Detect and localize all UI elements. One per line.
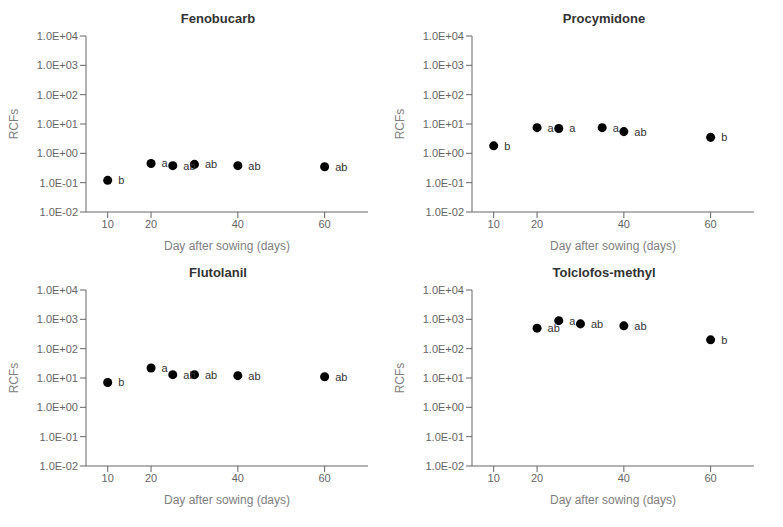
html-text:Fenobucarb: Fenobucarb [180, 11, 256, 26]
svg-text:b: b [118, 376, 124, 388]
svg-text:b: b [504, 140, 510, 152]
svg-text:RCFs: RCFs [394, 363, 407, 394]
svg-text:20: 20 [531, 472, 543, 484]
svg-text:1.0E+00: 1.0E+00 [37, 147, 78, 159]
svg-text:1.0E-02: 1.0E-02 [39, 206, 78, 218]
svg-text:60: 60 [318, 472, 330, 484]
svg-text:b: b [118, 174, 124, 186]
svg-text:20: 20 [531, 218, 543, 230]
svg-text:40: 40 [232, 218, 244, 230]
svg-text:1.0E+02: 1.0E+02 [37, 343, 78, 355]
svg-text:40: 40 [618, 472, 630, 484]
svg-text:a: a [569, 315, 576, 327]
svg-text:a: a [613, 122, 620, 134]
svg-text:10: 10 [488, 218, 500, 230]
svg-text:10: 10 [102, 472, 114, 484]
svg-text:60: 60 [318, 218, 330, 230]
svg-text:1.0E-01: 1.0E-01 [425, 177, 464, 189]
svg-text:a: a [162, 362, 169, 374]
svg-text:1.0E-02: 1.0E-02 [39, 460, 78, 472]
html-text:Flutolanil: Flutolanil [189, 265, 247, 280]
svg-text:a: a [569, 122, 576, 134]
svg-text:ab: ab [548, 322, 560, 334]
svg-text:RCFs: RCFs [394, 109, 407, 140]
svg-text:Day after sowing (days): Day after sowing (days) [164, 493, 290, 507]
svg-text:ab: ab [634, 320, 646, 332]
svg-text:a: a [162, 157, 169, 169]
svg-text:1.0E+02: 1.0E+02 [423, 89, 464, 101]
svg-text:1.0E-01: 1.0E-01 [425, 431, 464, 443]
svg-text:ab: ab [591, 318, 603, 330]
svg-text:Day after sowing (days): Day after sowing (days) [164, 239, 290, 253]
svg-text:40: 40 [618, 218, 630, 230]
svg-text:ab: ab [183, 369, 195, 381]
svg-text:1.0E-02: 1.0E-02 [425, 460, 464, 472]
svg-text:ab: ab [248, 370, 260, 382]
html-text:Procymidone: Procymidone [562, 11, 646, 26]
svg-text:1.0E+01: 1.0E+01 [37, 372, 78, 384]
svg-text:a: a [548, 122, 555, 134]
html-text:Tolclofos-methyl: Tolclofos-methyl [552, 265, 656, 280]
svg-text:1.0E+00: 1.0E+00 [37, 401, 78, 413]
svg-text:20: 20 [145, 218, 157, 230]
svg-text:1.0E+04: 1.0E+04 [423, 30, 464, 42]
svg-text:20: 20 [145, 472, 157, 484]
svg-text:10: 10 [102, 218, 114, 230]
svg-text:ab: ab [335, 371, 347, 383]
svg-text:ab: ab [205, 369, 217, 381]
svg-text:1.0E+04: 1.0E+04 [37, 284, 78, 296]
svg-text:60: 60 [704, 218, 716, 230]
svg-text:1.0E+01: 1.0E+01 [37, 118, 78, 130]
svg-text:1.0E+03: 1.0E+03 [37, 313, 78, 325]
svg-text:b: b [721, 131, 727, 143]
svg-text:1.0E+03: 1.0E+03 [423, 313, 464, 325]
svg-text:ab: ab [335, 161, 347, 173]
svg-text:ab: ab [248, 160, 260, 172]
svg-text:1.0E+02: 1.0E+02 [423, 343, 464, 355]
svg-text:10: 10 [488, 472, 500, 484]
svg-text:1.0E+00: 1.0E+00 [423, 147, 464, 159]
svg-text:Day after sowing (days): Day after sowing (days) [550, 239, 676, 253]
svg-text:40: 40 [232, 472, 244, 484]
svg-text:1.0E+02: 1.0E+02 [37, 89, 78, 101]
svg-text:1.0E+04: 1.0E+04 [37, 30, 78, 42]
svg-text:RCFs: RCFs [8, 109, 21, 140]
svg-text:ab: ab [205, 158, 217, 170]
svg-text:b: b [721, 334, 727, 346]
svg-text:1.0E+01: 1.0E+01 [423, 372, 464, 384]
svg-text:Day after sowing (days): Day after sowing (days) [550, 493, 676, 507]
svg-text:1.0E+03: 1.0E+03 [423, 59, 464, 71]
svg-text:1.0E+04: 1.0E+04 [423, 284, 464, 296]
svg-text:1.0E-01: 1.0E-01 [39, 431, 78, 443]
svg-text:ab: ab [183, 160, 195, 172]
svg-text:1.0E+00: 1.0E+00 [423, 401, 464, 413]
svg-text:ab: ab [634, 126, 646, 138]
svg-text:1.0E+01: 1.0E+01 [423, 118, 464, 130]
svg-text:1.0E-01: 1.0E-01 [39, 177, 78, 189]
svg-text:1.0E+03: 1.0E+03 [37, 59, 78, 71]
svg-text:1.0E-02: 1.0E-02 [425, 206, 464, 218]
svg-text:RCFs: RCFs [8, 363, 21, 394]
svg-text:60: 60 [704, 472, 716, 484]
